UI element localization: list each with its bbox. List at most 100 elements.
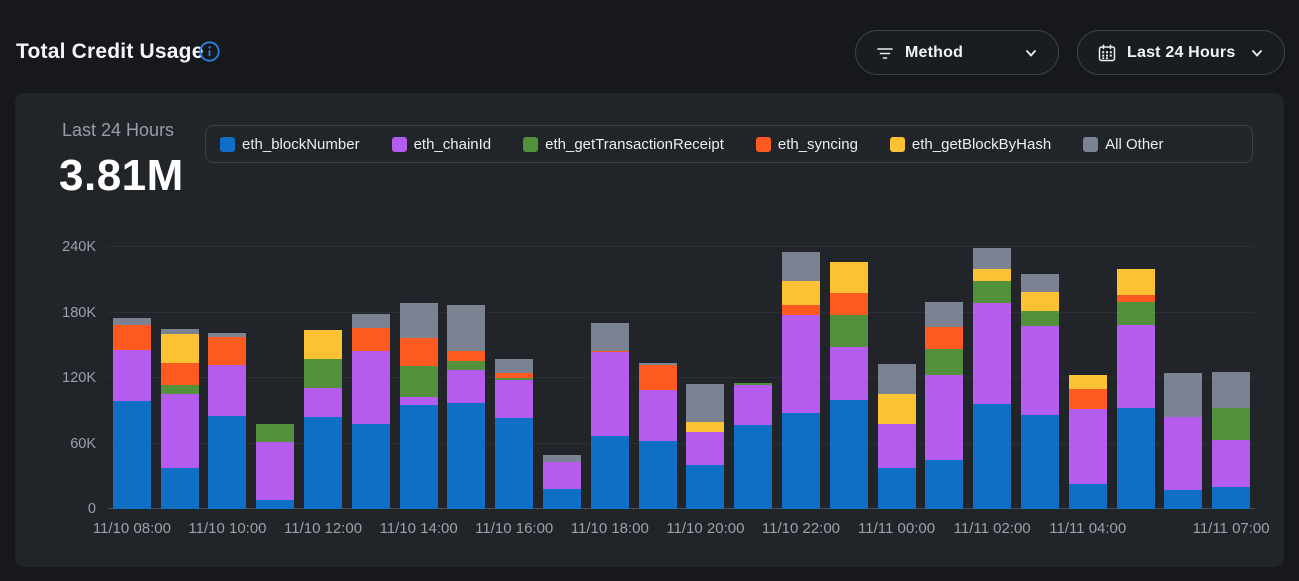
bar-segment [781, 314, 820, 413]
bar-segment [495, 418, 534, 509]
bar-segment [734, 384, 773, 425]
bar-segment [304, 359, 343, 388]
bar-segment [160, 328, 199, 335]
x-axis-tick-label: 11/10 16:00 [475, 520, 554, 537]
bar-segment [495, 372, 534, 379]
bar[interactable] [447, 304, 486, 509]
credit-usage-card: Last 24 Hours 3.81M eth_blockNumber eth_c… [15, 93, 1284, 567]
bar[interactable] [1116, 268, 1155, 509]
bar[interactable] [256, 423, 295, 509]
legend-swatch-icon [220, 136, 235, 152]
chevron-down-icon [1250, 46, 1264, 60]
bar-segment [686, 421, 725, 432]
bar-segment [1212, 371, 1251, 408]
info-icon[interactable] [199, 41, 220, 62]
bar-segment [304, 329, 343, 360]
bar-segment [1164, 417, 1203, 491]
chevron-down-icon [1024, 46, 1038, 60]
bar[interactable] [781, 252, 820, 509]
bar-segment [973, 248, 1012, 269]
bar-segment [208, 336, 247, 365]
time-range-dropdown[interactable]: Last 24 Hours [1077, 30, 1285, 75]
bar[interactable] [543, 454, 582, 509]
page-title: Total Credit Usage [16, 40, 204, 63]
bar-segment [638, 362, 677, 365]
x-axis-tick-label: 11/10 08:00 [92, 520, 171, 537]
bar[interactable] [1020, 274, 1059, 509]
bar-segment [447, 403, 486, 509]
bar[interactable] [351, 313, 390, 509]
bar[interactable] [160, 328, 199, 509]
bar[interactable] [590, 323, 629, 509]
bar[interactable] [1068, 374, 1107, 509]
bar-segment [495, 380, 534, 419]
legend-item[interactable]: eth_syncing [755, 135, 858, 153]
bar-segment [304, 387, 343, 418]
bar-segment [1020, 291, 1059, 312]
bar-segment [590, 323, 629, 351]
legend-item[interactable]: eth_blockNumber [220, 136, 360, 153]
bar-segment [1068, 389, 1107, 409]
x-axis-tick-label: 11/10 10:00 [188, 520, 267, 537]
bar-segment [304, 417, 343, 509]
bar[interactable] [877, 363, 916, 509]
bar-segment [1116, 407, 1155, 509]
bar[interactable] [1164, 372, 1203, 509]
legend-item[interactable]: All Other [1083, 135, 1164, 153]
bar[interactable] [973, 248, 1012, 509]
x-axis-tick-label: 11/10 14:00 [379, 520, 458, 537]
bar-segment [447, 304, 486, 351]
bar-segment [590, 350, 629, 352]
bar-segment [1116, 295, 1155, 302]
bar[interactable] [925, 301, 964, 509]
bar-segment [1020, 311, 1059, 326]
bar[interactable] [829, 262, 868, 509]
bar-segment [208, 416, 247, 509]
bar-segment [351, 327, 390, 351]
bar[interactable] [208, 333, 247, 509]
bar-segment [638, 390, 677, 442]
y-axis-tick-label: 60K [70, 435, 96, 452]
bar-segment [973, 404, 1012, 509]
bar[interactable] [495, 359, 534, 509]
legend-item-label: eth_syncing [777, 135, 858, 153]
bar-segment [1068, 408, 1107, 484]
x-axis-tick-label: 11/10 20:00 [666, 520, 745, 537]
bar[interactable] [734, 383, 773, 509]
bar[interactable] [399, 302, 438, 509]
legend-item[interactable]: eth_getTransactionReceipt [523, 136, 724, 153]
bar[interactable] [686, 383, 725, 509]
legend-item[interactable]: eth_getBlockByHash [889, 136, 1051, 153]
bar-segment [973, 280, 1012, 303]
bar-segment [781, 412, 820, 509]
bar-segment [1116, 268, 1155, 296]
x-axis-tick-label: 11/10 12:00 [283, 520, 363, 537]
bar-segment [686, 383, 725, 422]
legend-item[interactable]: eth_chainId [391, 136, 491, 153]
bar[interactable] [304, 329, 343, 509]
y-axis-tick-label: 180K [62, 304, 96, 321]
bar-segment [399, 302, 438, 338]
bar-segment [112, 324, 151, 350]
bar[interactable] [1212, 371, 1251, 509]
bar-segment [495, 359, 534, 373]
bar-segment [112, 400, 151, 509]
bar-segment [447, 350, 486, 361]
bar[interactable] [112, 317, 151, 509]
bar-segment [590, 351, 629, 436]
period-label: Last 24 Hours [62, 120, 175, 140]
legend-swatch-icon [391, 136, 407, 152]
bar-segment [256, 442, 295, 501]
bar-segment [877, 394, 916, 424]
bar-segment [925, 374, 964, 460]
bar-segment [829, 347, 868, 400]
legend-swatch-icon [889, 136, 905, 152]
bar-segment [734, 424, 773, 509]
legend-swatch-icon [1083, 136, 1099, 152]
legend-item-label: All Other [1105, 135, 1164, 153]
method-filter-dropdown[interactable]: Method [855, 30, 1059, 75]
grid-line [108, 377, 1255, 378]
bar[interactable] [638, 362, 677, 509]
bar-segment [1212, 440, 1251, 488]
bar-segment [208, 333, 247, 337]
